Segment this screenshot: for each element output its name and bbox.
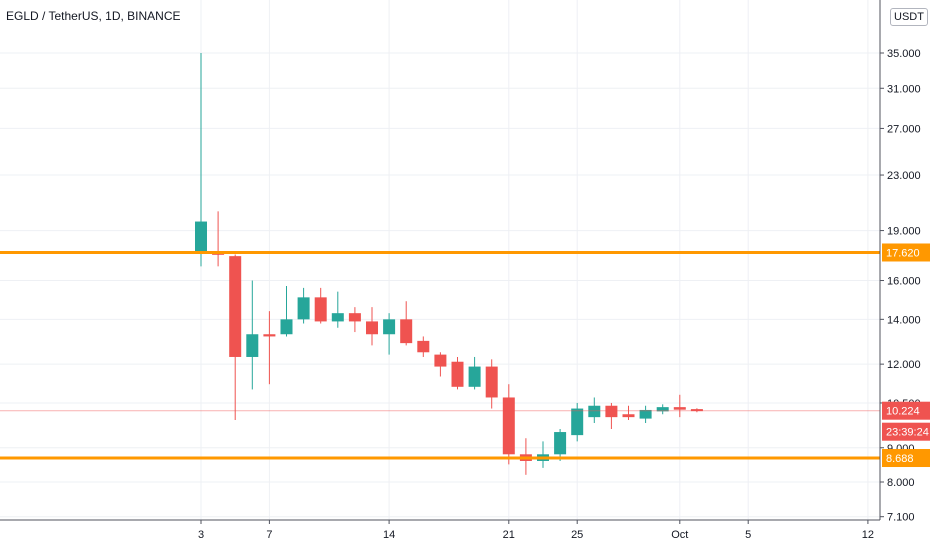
candle-body bbox=[485, 366, 498, 398]
candle-body bbox=[571, 408, 584, 436]
candle-body bbox=[468, 366, 481, 387]
price-tick-label: 8.000 bbox=[887, 477, 915, 489]
currency-unit-button[interactable]: USDT bbox=[890, 8, 928, 26]
last-price-label: 10.224 bbox=[882, 401, 930, 420]
level-price-label: 17.620 bbox=[882, 243, 930, 262]
last-price-label-text: 10.224 bbox=[886, 406, 920, 418]
candle-body bbox=[554, 432, 567, 455]
price-tick-label: 14.000 bbox=[887, 314, 921, 326]
time-tick-label: Oct bbox=[671, 529, 688, 541]
grid bbox=[0, 0, 880, 520]
time-tick-label: 5 bbox=[745, 529, 751, 541]
price-tick-label: 16.000 bbox=[887, 276, 921, 288]
price-tick-label: 19.000 bbox=[887, 226, 921, 238]
level-price-label-text: 17.620 bbox=[886, 247, 920, 259]
candle-body bbox=[331, 313, 344, 322]
candle-body bbox=[451, 361, 464, 387]
candle-body bbox=[366, 321, 378, 335]
time-tick-label: 14 bbox=[383, 529, 395, 541]
candle-body bbox=[639, 409, 652, 419]
candle-body bbox=[605, 405, 618, 418]
level-price-label-bg bbox=[882, 449, 930, 468]
candle-body bbox=[246, 334, 259, 357]
bar-countdown-label-text: 23:39:24 bbox=[886, 427, 929, 439]
price-tick-label: 35.000 bbox=[887, 48, 921, 60]
candle-body bbox=[263, 334, 276, 337]
price-tick-label: 23.000 bbox=[887, 170, 921, 182]
candle-body bbox=[690, 409, 703, 412]
bar-countdown-label-bg bbox=[882, 422, 930, 441]
candle-body bbox=[417, 340, 430, 353]
level-price-label-bg bbox=[882, 243, 930, 262]
price-tick-label: 31.000 bbox=[887, 83, 921, 95]
candle-body bbox=[502, 397, 515, 455]
time-tick-label: 12 bbox=[862, 529, 874, 541]
candle-body bbox=[400, 319, 413, 344]
candle-body bbox=[314, 297, 327, 322]
bar-countdown-label: 23:39:24 bbox=[882, 422, 930, 441]
candle-body bbox=[229, 256, 242, 357]
chart-title: EGLD / TetherUS, 1D, BINANCE bbox=[6, 9, 181, 23]
price-tick-label: 12.000 bbox=[887, 359, 921, 371]
price-labels: 17.620 8.688 10.224 23:39:24 bbox=[882, 243, 930, 468]
candle-body bbox=[588, 405, 601, 418]
candle-body bbox=[297, 297, 310, 320]
candles bbox=[195, 53, 703, 475]
candle-body bbox=[656, 407, 669, 412]
last-price-label-bg bbox=[882, 401, 930, 420]
candle-body bbox=[434, 354, 447, 367]
price-tick-label: 27.000 bbox=[887, 123, 921, 135]
price-tick-label: 7.100 bbox=[887, 512, 915, 524]
candle-body bbox=[195, 221, 207, 253]
candle-body bbox=[348, 313, 361, 322]
level-price-label-text: 8.688 bbox=[886, 453, 914, 465]
time-tick-label: 7 bbox=[266, 529, 272, 541]
price-lines bbox=[0, 250, 880, 460]
candle-body bbox=[673, 407, 686, 410]
time-tick-label: 3 bbox=[198, 529, 204, 541]
candle-body bbox=[280, 319, 293, 335]
candle-body bbox=[383, 319, 396, 335]
axes: 35.000 31.000 27.000 23.000 19.000 16.000 14.0… bbox=[0, 0, 921, 541]
time-tick-label: 21 bbox=[503, 529, 515, 541]
candle-body bbox=[622, 414, 635, 418]
time-tick-label: 25 bbox=[571, 529, 583, 541]
level-price-label: 8.688 bbox=[882, 449, 930, 468]
